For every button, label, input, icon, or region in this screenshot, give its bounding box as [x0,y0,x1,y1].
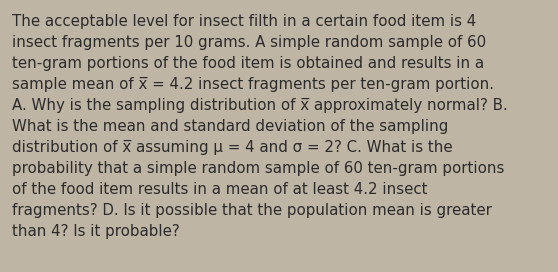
Text: The acceptable level for insect filth in a certain food item is 4
insect fragmen: The acceptable level for insect filth in… [12,14,508,239]
